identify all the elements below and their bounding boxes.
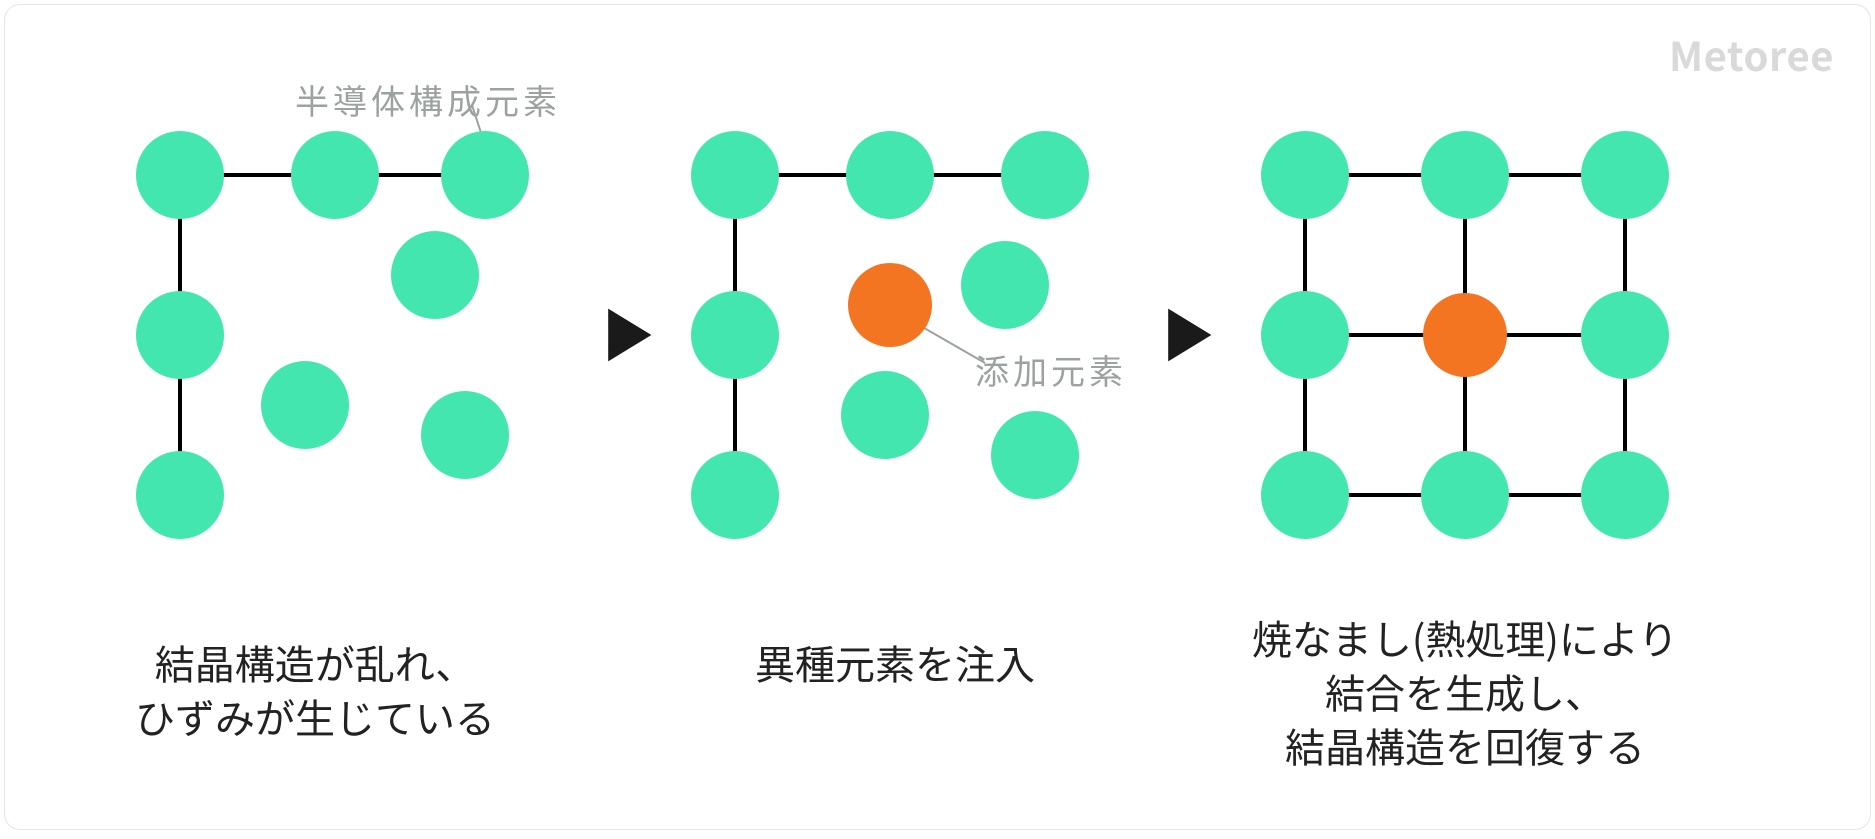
- semiconductor-atom: [691, 131, 779, 219]
- panel-caption: 異種元素を注入: [595, 635, 1195, 689]
- semiconductor-atom: [136, 291, 224, 379]
- semiconductor-atom: [291, 131, 379, 219]
- semiconductor-atom: [1421, 451, 1509, 539]
- semiconductor-atom: [261, 361, 349, 449]
- semiconductor-atom: [1261, 131, 1349, 219]
- semiconductor-atom: [1581, 451, 1669, 539]
- diagram-frame: Metoree 結晶構造が乱れ、 ひずみが生じている異種元素を注入焼なまし(熱処…: [4, 4, 1871, 830]
- panel-caption: 焼なまし(熱処理)により 結合を生成し、 結晶構造を回復する: [1165, 610, 1765, 772]
- semiconductor-atom: [991, 411, 1079, 499]
- annot-semiconductor: 半導体構成元素: [295, 75, 561, 124]
- semiconductor-atom: [841, 371, 929, 459]
- annot-dopant: 添加元素: [975, 345, 1127, 394]
- semiconductor-atom: [441, 131, 529, 219]
- semiconductor-atom: [1581, 291, 1669, 379]
- semiconductor-atom: [691, 291, 779, 379]
- semiconductor-atom: [421, 391, 509, 479]
- semiconductor-atom: [1261, 451, 1349, 539]
- semiconductor-atom: [136, 131, 224, 219]
- semiconductor-atom: [136, 451, 224, 539]
- panel-caption: 結晶構造が乱れ、 ひずみが生じている: [15, 635, 615, 743]
- flow-arrow-icon: [608, 309, 651, 362]
- flow-arrow-icon: [1168, 309, 1211, 362]
- semiconductor-atom: [391, 231, 479, 319]
- semiconductor-atom: [1421, 131, 1509, 219]
- semiconductor-atom: [691, 451, 779, 539]
- semiconductor-atom: [961, 241, 1049, 329]
- dopant-atom: [848, 263, 932, 347]
- dopant-atom: [1423, 293, 1507, 377]
- semiconductor-atom: [1001, 131, 1089, 219]
- semiconductor-atom: [1261, 291, 1349, 379]
- semiconductor-atom: [846, 131, 934, 219]
- semiconductor-atom: [1581, 131, 1669, 219]
